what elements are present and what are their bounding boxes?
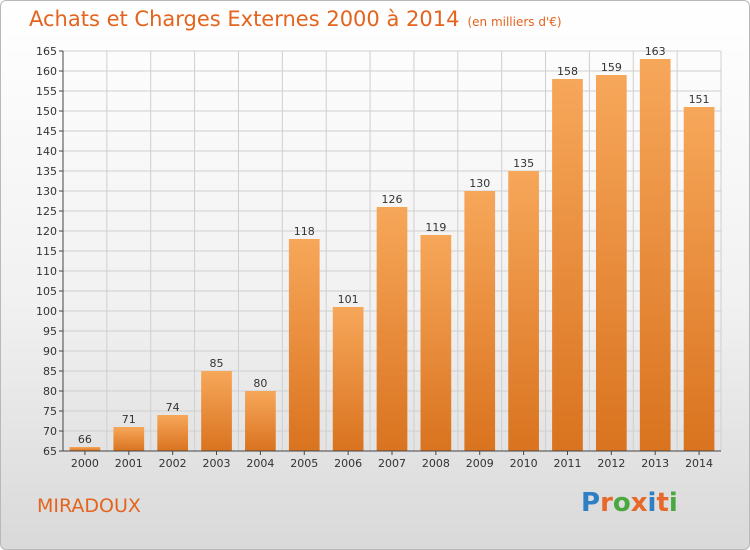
x-tick-label: 2012 [597,457,625,470]
logo-letter: i [647,488,657,518]
x-tick-label: 2003 [203,457,231,470]
bar-series: 66 71 74 85 80 118 101 126 119 130 135 158 159 163 151 [69,45,715,451]
x-tick-label: 2004 [246,457,274,470]
y-tick-label: 150 [36,105,57,118]
bar [113,427,145,451]
bar [552,79,583,451]
bar-value-label: 135 [513,157,534,170]
town-name: MIRADOUX [37,495,141,517]
bar-value-label: 66 [78,433,92,446]
y-tick-label: 65 [43,445,57,458]
bar [332,307,364,451]
bar-value-label: 85 [210,357,224,370]
chart-subtitle: (en milliers d'€) [467,15,562,29]
x-tick-label: 2001 [115,457,143,470]
logo-letter: o [612,488,631,518]
logo-letter: i [668,488,678,518]
y-tick-label: 115 [36,245,57,258]
y-tick-label: 145 [36,125,57,138]
bar-value-label: 159 [601,61,622,74]
bar [508,171,539,451]
logo-letter: P [581,488,601,518]
axes: 65 70 75 80 85 90 95 100 105 110 115 120 125 130 135 14… [36,45,721,470]
x-tick-label: 2008 [422,457,450,470]
y-tick-label: 80 [43,385,57,398]
bar-value-label: 71 [122,413,136,426]
x-tick-label: 2000 [71,457,99,470]
bar-value-label: 101 [338,293,359,306]
bar [683,107,715,451]
y-tick-label: 75 [43,405,57,418]
bar-value-label: 151 [689,93,710,106]
bar [464,191,496,451]
bar [245,391,276,451]
y-tick-label: 70 [43,425,57,438]
bar-value-label: 118 [294,225,315,238]
x-tick-label: 2002 [159,457,187,470]
y-tick-label: 95 [43,325,57,338]
y-tick-label: 120 [36,225,57,238]
chart-title: Achats et Charges Externes 2000 à 2014 (e… [29,7,562,31]
x-tick-label: 2010 [510,457,538,470]
title-text: Achats et Charges Externes 2000 à 2014 [29,7,460,31]
bar [595,75,627,451]
bar [376,207,408,451]
bar [69,447,101,451]
bar-value-label: 163 [645,45,666,58]
y-tick-label: 85 [43,365,57,378]
y-tick-label: 105 [36,285,57,298]
x-tick-label: 2013 [641,457,669,470]
x-tick-label: 2014 [685,457,713,470]
bar-value-label: 126 [382,193,403,206]
bar-value-label: 130 [469,177,490,190]
bar [288,239,320,451]
x-tick-label: 2011 [553,457,581,470]
bar-value-label: 158 [557,65,578,78]
y-tick-label: 90 [43,345,57,358]
bar-value-label: 74 [166,401,180,414]
y-tick-label: 125 [36,205,57,218]
y-tick-label: 160 [36,65,57,78]
y-tick-label: 140 [36,145,57,158]
logo-letter: x [630,488,648,518]
x-tick-label: 2006 [334,457,362,470]
y-tick-label: 100 [36,305,57,318]
x-tick-label: 2009 [466,457,494,470]
y-tick-label: 110 [36,265,57,278]
x-tick-label: 2005 [290,457,318,470]
y-tick-label: 135 [36,165,57,178]
y-tick-label: 130 [36,185,57,198]
x-tick-label: 2007 [378,457,406,470]
bar [420,235,452,451]
y-tick-label: 165 [36,45,57,58]
bar-value-label: 80 [253,377,267,390]
bar-value-label: 119 [425,221,446,234]
bar [157,415,189,451]
logo-letter: r [600,488,613,518]
logo-letter: t [656,488,669,518]
y-tick-label: 155 [36,85,57,98]
bar [201,371,232,451]
bar [639,59,671,451]
